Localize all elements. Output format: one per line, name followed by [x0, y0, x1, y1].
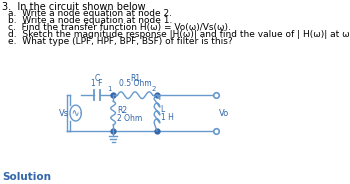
Text: 2: 2	[151, 86, 155, 92]
Text: 2 Ohm: 2 Ohm	[117, 114, 142, 123]
Text: 1: 1	[107, 86, 112, 92]
Text: 1 H: 1 H	[161, 113, 173, 121]
Text: R1: R1	[130, 74, 140, 83]
Text: e.  What type (LPF, HPF, BPF, BSF) of filter is this?: e. What type (LPF, HPF, BPF, BSF) of fil…	[8, 37, 232, 46]
Text: 3.  In the circuit shown below: 3. In the circuit shown below	[2, 2, 146, 12]
Text: R2: R2	[117, 106, 127, 115]
Text: 1 F: 1 F	[91, 79, 103, 88]
Text: b.  Write a node equation at node 1.: b. Write a node equation at node 1.	[8, 16, 172, 25]
Text: d.  Sketch the magnitude response |H(ω)| and find the value of | H(ω)| at ω = ∞.: d. Sketch the magnitude response |H(ω)| …	[8, 30, 350, 39]
Text: Vo: Vo	[219, 109, 230, 118]
Text: Solution: Solution	[2, 171, 51, 182]
Text: C: C	[94, 74, 99, 83]
Text: Vs: Vs	[58, 109, 69, 118]
Text: 0.5 Ohm: 0.5 Ohm	[119, 79, 151, 88]
Text: L: L	[161, 105, 165, 114]
Text: c.  Find the transfer function H(ω) = Vo(ω)/Vs(ω).: c. Find the transfer function H(ω) = Vo(…	[8, 23, 231, 32]
Text: a.  Write a node equation at node 2.: a. Write a node equation at node 2.	[8, 9, 172, 18]
